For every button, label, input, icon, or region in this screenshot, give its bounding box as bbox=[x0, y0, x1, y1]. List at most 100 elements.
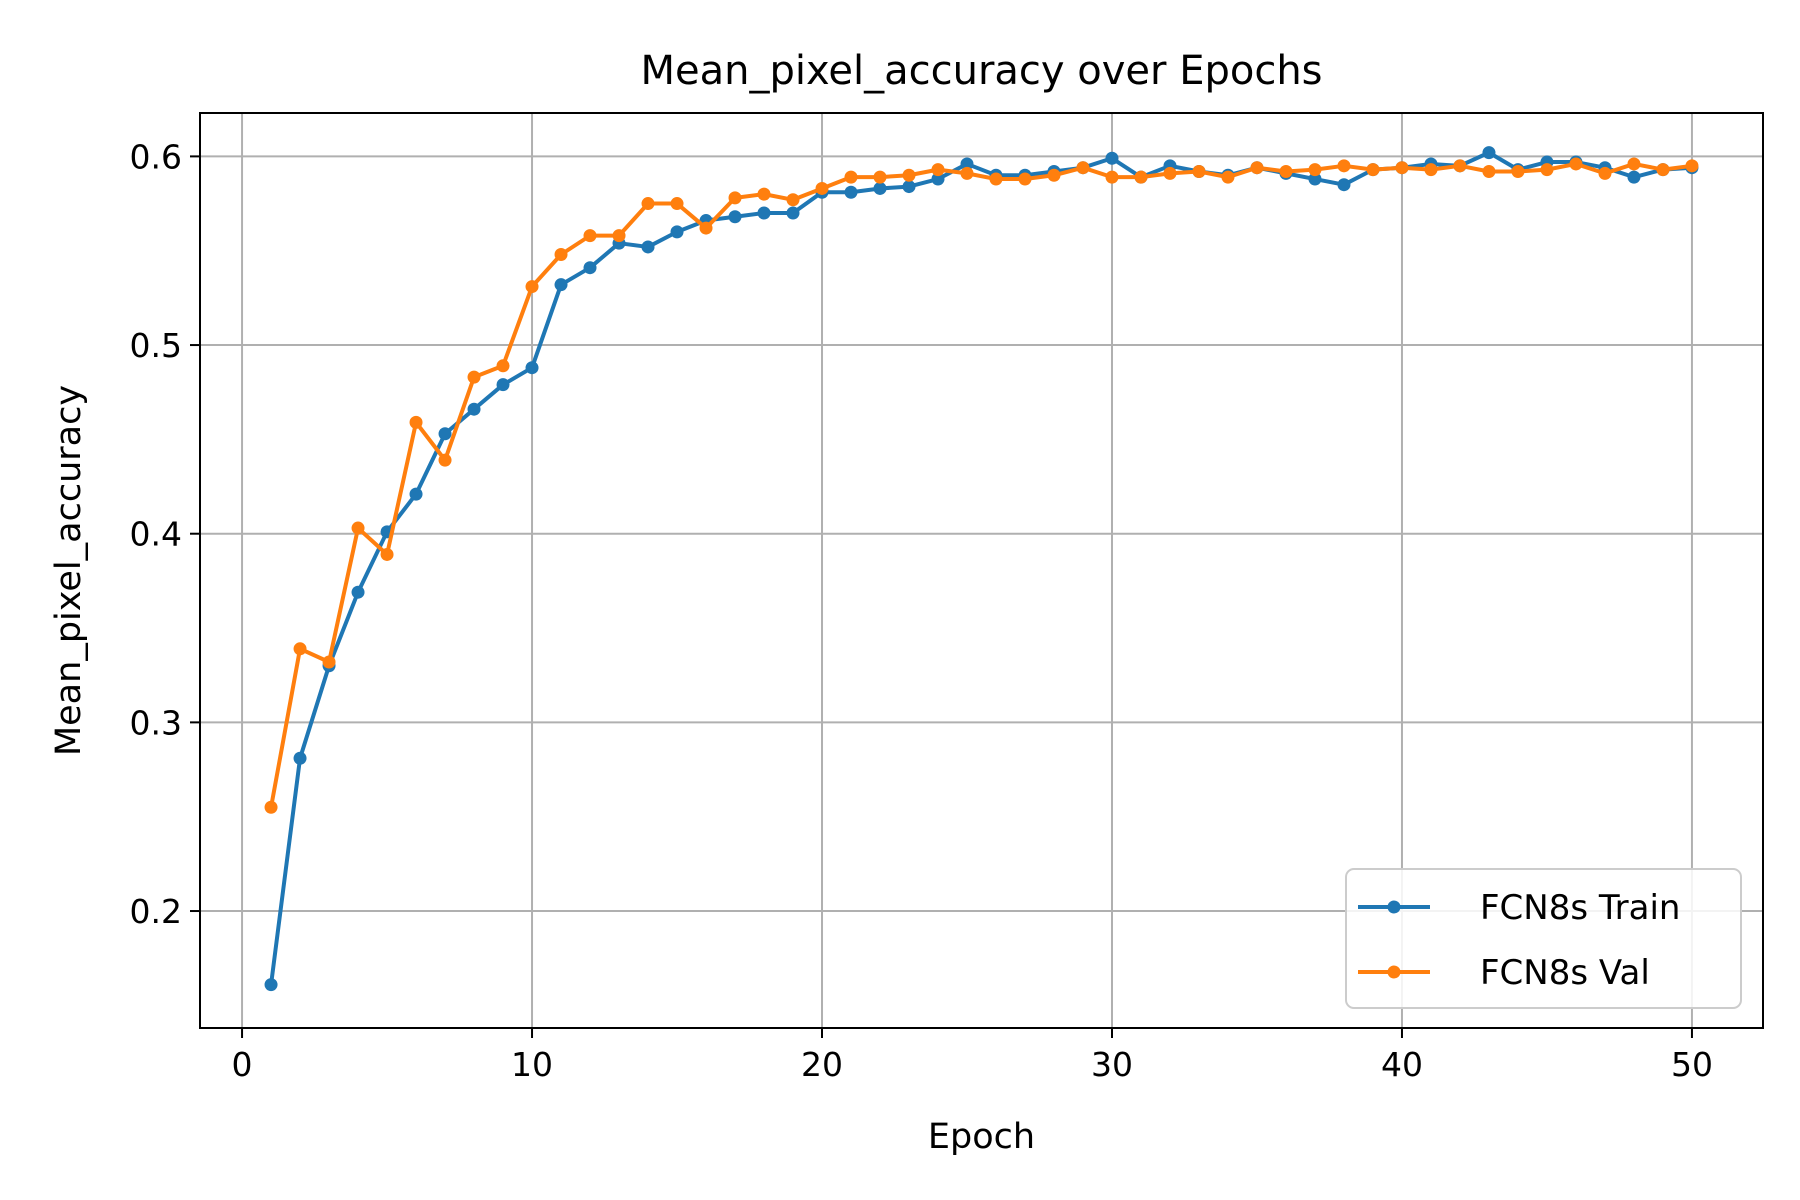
data-point bbox=[1047, 168, 1061, 182]
data-point bbox=[1540, 163, 1554, 177]
data-point bbox=[1105, 151, 1119, 165]
x-tick-label: 20 bbox=[801, 1045, 843, 1084]
data-point bbox=[844, 185, 858, 199]
data-point bbox=[1337, 178, 1351, 192]
plot-frame bbox=[199, 112, 1764, 1029]
data-point bbox=[1569, 157, 1583, 171]
x-tick-label: 40 bbox=[1381, 1045, 1423, 1084]
grid bbox=[200, 113, 1763, 1028]
data-point bbox=[554, 247, 568, 261]
data-point bbox=[728, 191, 742, 205]
data-point bbox=[380, 547, 394, 561]
data-point bbox=[1598, 166, 1612, 180]
data-point bbox=[1163, 166, 1177, 180]
data-point bbox=[264, 800, 278, 814]
data-point bbox=[873, 181, 887, 195]
y-tick-label: 0.5 bbox=[130, 326, 182, 365]
legend-entry: FCN8s Train bbox=[1358, 888, 1680, 928]
data-point bbox=[1337, 159, 1351, 173]
data-point bbox=[583, 261, 597, 275]
data-point bbox=[496, 359, 510, 373]
data-point bbox=[583, 229, 597, 243]
data-point bbox=[438, 453, 452, 467]
x-axis-label: Epoch bbox=[928, 1117, 1035, 1157]
data-point bbox=[1279, 164, 1293, 178]
data-point bbox=[554, 278, 568, 292]
data-point bbox=[1366, 163, 1380, 177]
data-point bbox=[409, 487, 423, 501]
legend: FCN8s Train FCN8s Val bbox=[1345, 868, 1742, 1009]
data-point bbox=[670, 225, 684, 239]
data-point bbox=[1424, 163, 1438, 177]
y-tick-label: 0.6 bbox=[130, 137, 182, 176]
data-point bbox=[467, 402, 481, 416]
data-point bbox=[873, 170, 887, 184]
data-point bbox=[641, 197, 655, 211]
series-val bbox=[264, 157, 1699, 814]
data-point bbox=[1482, 164, 1496, 178]
data-point bbox=[902, 180, 916, 194]
data-point bbox=[293, 642, 307, 656]
data-point bbox=[1076, 161, 1090, 175]
series-layer bbox=[264, 146, 1699, 992]
data-point bbox=[1453, 159, 1467, 173]
data-point bbox=[438, 427, 452, 441]
data-point bbox=[1134, 170, 1148, 184]
data-point bbox=[641, 240, 655, 254]
data-point bbox=[844, 170, 858, 184]
data-point bbox=[1627, 157, 1641, 171]
data-point bbox=[1685, 159, 1699, 173]
data-point bbox=[960, 166, 974, 180]
data-point bbox=[960, 157, 974, 171]
x-tick-label: 0 bbox=[232, 1045, 253, 1084]
legend-entry: FCN8s Val bbox=[1358, 953, 1650, 993]
legend-marker bbox=[1387, 965, 1401, 979]
data-point bbox=[322, 655, 336, 669]
x-tick-label: 10 bbox=[511, 1045, 553, 1084]
legend-label: FCN8s Train bbox=[1480, 888, 1680, 928]
data-point bbox=[931, 172, 945, 186]
data-point bbox=[1308, 172, 1322, 186]
data-point bbox=[757, 187, 771, 201]
data-point bbox=[1105, 170, 1119, 184]
data-point bbox=[1308, 163, 1322, 177]
data-point bbox=[728, 210, 742, 224]
data-point bbox=[1395, 161, 1409, 175]
data-point bbox=[1221, 170, 1235, 184]
data-point bbox=[525, 280, 539, 294]
data-point bbox=[264, 978, 278, 992]
legend-box bbox=[1345, 868, 1742, 1009]
data-point bbox=[902, 168, 916, 182]
data-point bbox=[409, 415, 423, 429]
data-point bbox=[1192, 164, 1206, 178]
legend-label: FCN8s Val bbox=[1480, 953, 1650, 993]
data-point bbox=[757, 206, 771, 220]
data-point bbox=[1250, 161, 1264, 175]
x-tick-label: 30 bbox=[1091, 1045, 1133, 1084]
data-point bbox=[1511, 164, 1525, 178]
data-point bbox=[1656, 163, 1670, 177]
ticks: 0 10 20 30 40 50 0.2 0.3 0.4 0.5 0.6 bbox=[130, 137, 1713, 1084]
y-tick-label: 0.3 bbox=[130, 703, 182, 742]
data-point bbox=[351, 585, 365, 599]
data-point bbox=[525, 361, 539, 375]
data-point bbox=[699, 221, 713, 235]
legend-marker bbox=[1387, 900, 1401, 914]
data-point bbox=[786, 206, 800, 220]
data-point bbox=[989, 172, 1003, 186]
data-point bbox=[612, 229, 626, 243]
y-tick-label: 0.4 bbox=[130, 515, 182, 554]
chart-title: Mean_pixel_accuracy over Epochs bbox=[640, 48, 1322, 94]
data-point bbox=[467, 370, 481, 384]
data-point bbox=[931, 163, 945, 177]
data-point bbox=[1018, 172, 1032, 186]
data-point bbox=[496, 378, 510, 392]
data-point bbox=[670, 197, 684, 211]
data-point bbox=[1627, 170, 1641, 184]
x-tick-label: 50 bbox=[1671, 1045, 1713, 1084]
data-point bbox=[815, 181, 829, 195]
y-axis-label: Mean_pixel_accuracy bbox=[49, 385, 89, 756]
data-point bbox=[786, 193, 800, 207]
